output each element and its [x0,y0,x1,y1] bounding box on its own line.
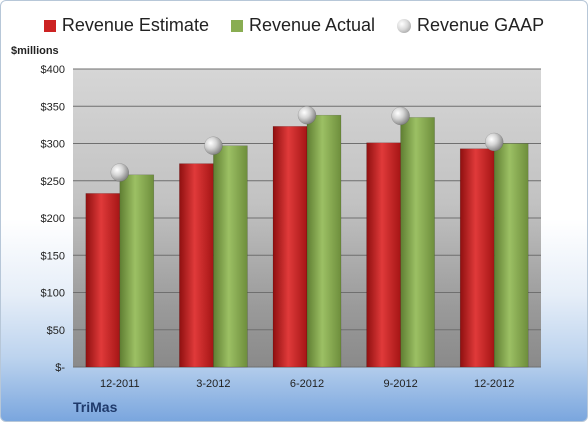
bar-estimate [366,142,401,368]
bar-actual [306,114,342,368]
legend-item-actual: Revenue Actual [230,15,376,36]
gaap-marker [391,106,410,126]
x-tick-label: 9-2012 [383,378,417,390]
legend-swatch-estimate [43,19,56,32]
y-axis-ticks: $- $50 $100 $150 $200 $250 $300 $350 $400 [41,64,66,374]
bar-estimate [85,193,121,368]
x-tick-label: 12-2012 [474,378,514,390]
bar-actual [493,143,529,368]
y-tick-label: $- [55,362,65,374]
company-name: TriMas [73,399,118,415]
y-tick-label: $200 [41,213,65,225]
gaap-marker [204,136,223,155]
x-tick-label: 6-2012 [290,378,324,390]
legend-item-estimate: Revenue Estimate [43,15,209,36]
x-tick-label: 12-2011 [100,378,140,390]
y-tick-label: $400 [41,64,65,76]
gaap-markers [110,105,504,182]
bar-actual [213,145,248,368]
y-tick-label: $350 [41,101,65,113]
legend-label-gaap: Revenue GAAP [417,15,545,35]
x-axis-ticks: 12-2011 3-2012 6-2012 9-2012 12-2012 [100,378,514,390]
bar-estimate [459,148,495,368]
gaap-marker [110,163,130,182]
legend: Revenue Estimate Revenue Actual Revenue … [1,15,587,36]
legend-label-actual: Revenue Actual [248,15,376,35]
bars [85,114,529,368]
legend-item-gaap: Revenue GAAP [397,15,544,36]
legend-swatch-gaap [397,18,412,33]
gaap-marker [297,105,317,125]
bar-estimate [179,163,214,368]
bar-estimate [272,126,308,368]
legend-swatch-actual [230,19,243,32]
y-tick-label: $150 [41,250,65,262]
y-axis-unit-label: $millions [11,45,59,57]
y-tick-label: $250 [41,176,65,188]
bar-actual [119,174,155,368]
y-tick-label: $100 [41,288,65,300]
x-tick-label: 3-2012 [196,378,230,390]
y-tick-label: $50 [47,325,65,337]
y-tick-label: $300 [41,139,65,151]
gaap-marker [484,132,504,152]
bar-actual [400,117,435,368]
legend-label-estimate: Revenue Estimate [61,15,209,35]
